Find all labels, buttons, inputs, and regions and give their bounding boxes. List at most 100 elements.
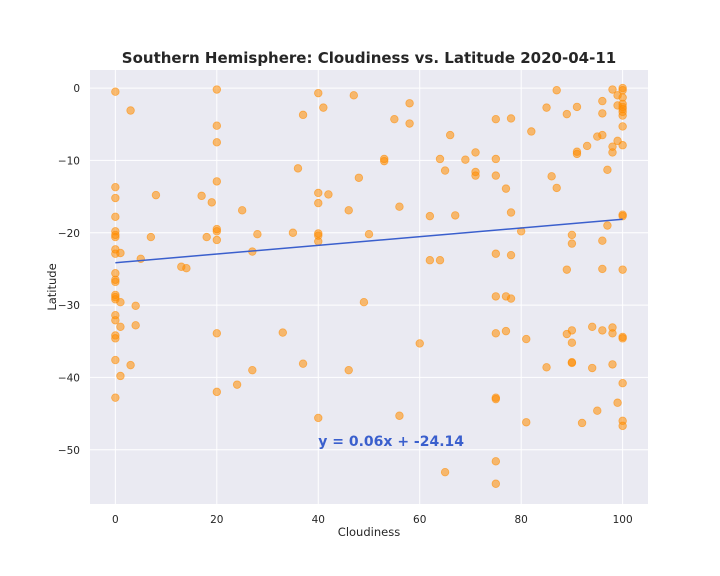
data-point xyxy=(471,171,480,180)
data-point xyxy=(491,154,501,164)
data-point xyxy=(364,229,374,239)
x-axis-label: Cloudiness xyxy=(338,525,400,539)
data-point xyxy=(562,109,572,119)
data-point xyxy=(567,326,577,335)
data-point xyxy=(445,130,455,140)
data-point xyxy=(547,172,556,181)
data-point xyxy=(324,190,333,199)
data-point xyxy=(572,102,582,112)
data-point xyxy=(116,371,125,381)
data-point xyxy=(491,394,501,404)
data-point xyxy=(582,141,592,151)
data-point xyxy=(111,212,120,222)
data-point xyxy=(608,329,617,338)
data-point xyxy=(435,256,445,265)
data-point xyxy=(588,322,597,331)
x-tick-label: 20 xyxy=(210,514,223,526)
data-point xyxy=(248,365,257,375)
data-point xyxy=(116,297,125,307)
data-point xyxy=(111,393,120,402)
data-point xyxy=(237,206,247,215)
y-tick-label: −50 xyxy=(58,445,80,457)
data-points xyxy=(111,83,627,488)
data-point xyxy=(618,421,627,431)
data-point xyxy=(314,188,323,198)
data-point xyxy=(131,301,140,311)
data-point xyxy=(501,184,511,193)
data-point xyxy=(207,198,216,207)
x-tick-label: 60 xyxy=(413,514,426,526)
x-tick-label: 0 xyxy=(112,514,119,526)
y-tick-label: −20 xyxy=(58,228,80,240)
chart-title: Southern Hemisphere: Cloudiness vs. Lati… xyxy=(122,49,616,67)
data-point xyxy=(390,114,399,124)
y-tick-label: −40 xyxy=(58,372,80,384)
data-point xyxy=(395,202,404,211)
data-point xyxy=(491,114,501,124)
data-point xyxy=(618,379,627,388)
data-point xyxy=(618,265,627,274)
data-point xyxy=(111,355,120,365)
data-point xyxy=(202,232,211,242)
data-point xyxy=(618,111,627,120)
data-point xyxy=(415,339,424,348)
grid-lines xyxy=(90,70,648,504)
data-point xyxy=(572,149,582,159)
data-point xyxy=(552,183,561,193)
data-point xyxy=(111,232,120,242)
data-point xyxy=(116,322,125,331)
data-point xyxy=(608,85,617,94)
data-point xyxy=(288,228,298,237)
data-point xyxy=(562,265,572,274)
data-point xyxy=(598,109,607,118)
data-point xyxy=(542,363,551,372)
data-point xyxy=(314,198,323,208)
data-point xyxy=(146,232,156,242)
data-point xyxy=(603,165,612,175)
data-point xyxy=(212,329,222,338)
y-tick-label: −30 xyxy=(58,300,80,312)
regression-line xyxy=(115,218,623,264)
data-point xyxy=(298,359,308,368)
x-tick-label: 100 xyxy=(613,514,633,526)
data-point xyxy=(506,114,516,123)
data-point xyxy=(506,208,516,217)
data-point xyxy=(527,127,536,136)
data-point xyxy=(344,206,353,215)
data-point xyxy=(111,87,120,96)
data-point xyxy=(542,103,551,112)
data-point xyxy=(598,264,607,274)
data-point xyxy=(111,182,120,192)
data-point xyxy=(567,358,577,368)
data-point xyxy=(111,316,120,325)
data-point xyxy=(522,418,531,427)
data-point xyxy=(603,221,612,230)
data-point xyxy=(354,173,364,182)
data-point xyxy=(359,297,369,307)
data-point xyxy=(212,121,222,130)
y-axis-label: Latitude xyxy=(45,263,59,310)
data-point xyxy=(319,103,328,112)
data-point xyxy=(232,380,242,389)
data-point xyxy=(298,110,308,120)
data-point xyxy=(111,334,120,343)
x-tick-label: 80 xyxy=(514,514,527,526)
data-point xyxy=(212,85,222,94)
data-point xyxy=(567,230,577,240)
data-point xyxy=(577,418,587,428)
data-point xyxy=(471,148,480,157)
data-point xyxy=(567,338,577,347)
data-point xyxy=(598,130,607,140)
data-point xyxy=(212,227,222,236)
tick-labels: 0 20 40 60 80 100 0 −10 −20 −30 −40 −50 xyxy=(58,83,633,526)
data-point xyxy=(111,277,120,287)
data-point xyxy=(440,467,450,477)
data-point xyxy=(618,86,627,95)
data-point xyxy=(405,119,414,128)
data-point xyxy=(491,329,501,338)
data-point xyxy=(131,321,140,330)
data-point xyxy=(182,263,191,273)
data-point xyxy=(435,154,445,164)
data-point xyxy=(491,457,501,466)
